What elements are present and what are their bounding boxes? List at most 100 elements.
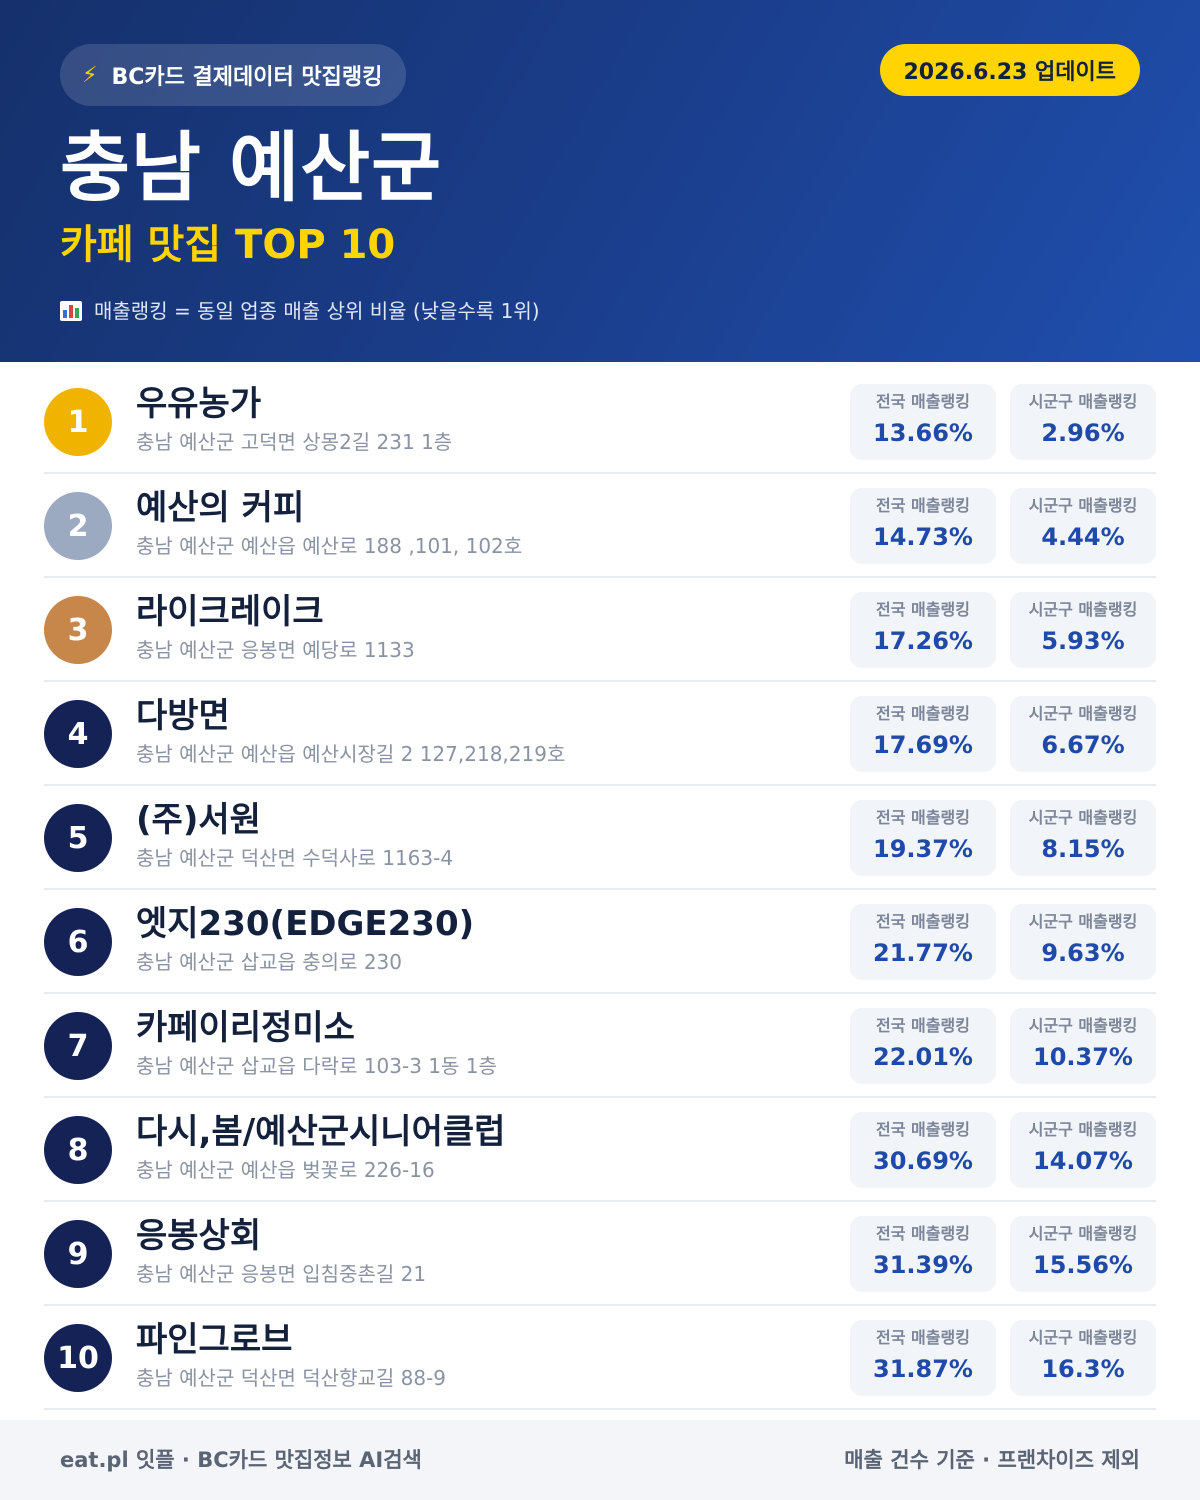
- restaurant-address: 충남 예산군 삽교읍 다락로 103-3 1동 1층: [136, 1054, 497, 1078]
- header-banner: ⚡ BC카드 결제데이터 맛집랭킹 2026.6.23 업데이트 충남 예산군 …: [0, 0, 1200, 362]
- local-rank-card: 시군구 매출랭킹 6.67%: [1010, 696, 1156, 772]
- ranking-legend-text: 매출랭킹 = 동일 업종 매출 상위 비율 (낮을수록 1위): [94, 299, 540, 323]
- national-rank-value: 31.39%: [873, 1251, 973, 1279]
- local-rank-value: 10.37%: [1033, 1043, 1133, 1071]
- national-rank-label: 전국 매출랭킹: [876, 704, 970, 723]
- local-rank-value: 6.67%: [1041, 731, 1125, 759]
- restaurant-row[interactable]: 6 엣지230(EDGE230) 충남 예산군 삽교읍 충의로 230 전국 매출랭킹…: [44, 890, 1156, 994]
- national-rank-card: 전국 매출랭킹 30.69%: [850, 1112, 996, 1188]
- lightning-icon: ⚡: [82, 62, 98, 88]
- restaurant-address: 충남 예산군 예산읍 예산로 188 ,101, 102호: [136, 534, 523, 558]
- local-rank-card: 시군구 매출랭킹 14.07%: [1010, 1112, 1156, 1188]
- national-rank-label: 전국 매출랭킹: [876, 1328, 970, 1347]
- restaurant-address: 충남 예산군 고덕면 상몽2길 231 1층: [136, 430, 453, 454]
- national-rank-label: 전국 매출랭킹: [876, 1120, 970, 1139]
- local-rank-value: 4.44%: [1041, 523, 1125, 551]
- national-rank-card: 전국 매출랭킹 21.77%: [850, 904, 996, 980]
- brand-pill: ⚡ BC카드 결제데이터 맛집랭킹: [60, 44, 407, 106]
- restaurant-name[interactable]: 카페이리정미소: [136, 1008, 355, 1048]
- restaurant-name[interactable]: (주)서원: [136, 800, 261, 840]
- national-rank-card: 전국 매출랭킹 14.73%: [850, 488, 996, 564]
- rank-badge: 5: [44, 804, 112, 872]
- local-rank-card: 시군구 매출랭킹 8.15%: [1010, 800, 1156, 876]
- restaurant-address: 충남 예산군 삽교읍 충의로 230: [136, 950, 403, 974]
- restaurant-address: 충남 예산군 예산읍 벚꽃로 226-16: [136, 1158, 435, 1182]
- update-date-badge: 2026.6.23 업데이트: [879, 44, 1140, 96]
- restaurant-address: 충남 예산군 덕산면 수덕사로 1163-4: [136, 846, 454, 870]
- national-rank-value: 13.66%: [873, 419, 973, 447]
- national-rank-label: 전국 매출랭킹: [876, 912, 970, 931]
- national-rank-card: 전국 매출랭킹 17.69%: [850, 696, 996, 772]
- local-rank-value: 16.3%: [1041, 1355, 1125, 1383]
- footer-source: eat.pl 잇플 · BC카드 맛집정보 AI검색: [60, 1448, 422, 1472]
- bar-chart-icon: [60, 301, 82, 321]
- local-rank-label: 시군구 매출랭킹: [1028, 1328, 1138, 1347]
- restaurant-name[interactable]: 다방면: [136, 696, 230, 736]
- local-rank-label: 시군구 매출랭킹: [1028, 912, 1138, 931]
- restaurant-name[interactable]: 응봉상회: [136, 1216, 262, 1256]
- national-rank-card: 전국 매출랭킹 31.87%: [850, 1320, 996, 1396]
- ranking-legend: 매출랭킹 = 동일 업종 매출 상위 비율 (낮을수록 1위): [60, 294, 540, 328]
- restaurant-name[interactable]: 라이크레이크: [136, 592, 324, 632]
- local-rank-label: 시군구 매출랭킹: [1028, 392, 1138, 411]
- national-rank-value: 17.69%: [873, 731, 973, 759]
- rank-badge: 10: [44, 1324, 112, 1392]
- national-rank-label: 전국 매출랭킹: [876, 808, 970, 827]
- local-rank-card: 시군구 매출랭킹 16.3%: [1010, 1320, 1156, 1396]
- national-rank-card: 전국 매출랭킹 22.01%: [850, 1008, 996, 1084]
- national-rank-value: 21.77%: [873, 939, 973, 967]
- national-rank-label: 전국 매출랭킹: [876, 1224, 970, 1243]
- local-rank-value: 2.96%: [1041, 419, 1125, 447]
- local-rank-value: 15.56%: [1033, 1251, 1133, 1279]
- local-rank-value: 14.07%: [1033, 1147, 1133, 1175]
- restaurant-name[interactable]: 엣지230(EDGE230): [136, 904, 475, 944]
- local-rank-label: 시군구 매출랭킹: [1028, 704, 1138, 723]
- national-rank-card: 전국 매출랭킹 13.66%: [850, 384, 996, 460]
- restaurant-name[interactable]: 우유농가: [136, 384, 262, 424]
- national-rank-label: 전국 매출랭킹: [876, 1016, 970, 1035]
- restaurant-name[interactable]: 파인그로브: [136, 1320, 293, 1360]
- national-rank-value: 14.73%: [873, 523, 973, 551]
- national-rank-value: 30.69%: [873, 1147, 973, 1175]
- rank-badge: 8: [44, 1116, 112, 1184]
- page-subtitle: 카페 맛집 TOP 10: [60, 222, 396, 268]
- ranking-list: 1 우유농가 충남 예산군 고덕면 상몽2길 231 1층 전국 매출랭킹 13.66%…: [44, 370, 1156, 1410]
- rank-badge: 9: [44, 1220, 112, 1288]
- national-rank-card: 전국 매출랭킹 17.26%: [850, 592, 996, 668]
- national-rank-label: 전국 매출랭킹: [876, 496, 970, 515]
- local-rank-value: 8.15%: [1041, 835, 1125, 863]
- local-rank-card: 시군구 매출랭킹 9.63%: [1010, 904, 1156, 980]
- rank-badge: 2: [44, 492, 112, 560]
- local-rank-card: 시군구 매출랭킹 2.96%: [1010, 384, 1156, 460]
- local-rank-label: 시군구 매출랭킹: [1028, 1120, 1138, 1139]
- rank-badge: 7: [44, 1012, 112, 1080]
- rank-badge: 1: [44, 388, 112, 456]
- national-rank-card: 전국 매출랭킹 31.39%: [850, 1216, 996, 1292]
- brand-pill-label: BC카드 결제데이터 맛집랭킹: [111, 65, 383, 90]
- restaurant-row[interactable]: 3 라이크레이크 충남 예산군 응봉면 예당로 1133 전국 매출랭킹 17.26% 시…: [44, 578, 1156, 682]
- local-rank-value: 9.63%: [1041, 939, 1125, 967]
- local-rank-card: 시군구 매출랭킹 5.93%: [1010, 592, 1156, 668]
- national-rank-value: 19.37%: [873, 835, 973, 863]
- national-rank-card: 전국 매출랭킹 19.37%: [850, 800, 996, 876]
- rank-badge: 6: [44, 908, 112, 976]
- local-rank-label: 시군구 매출랭킹: [1028, 808, 1138, 827]
- national-rank-value: 31.87%: [873, 1355, 973, 1383]
- restaurant-address: 충남 예산군 덕산면 덕산향교길 88-9: [136, 1366, 447, 1390]
- restaurant-address: 충남 예산군 응봉면 입침중촌길 21: [136, 1262, 427, 1286]
- national-rank-label: 전국 매출랭킹: [876, 600, 970, 619]
- restaurant-name[interactable]: 예산의 커피: [136, 488, 305, 528]
- rank-badge: 4: [44, 700, 112, 768]
- restaurant-address: 충남 예산군 예산읍 예산시장길 2 127,218,219호: [136, 742, 566, 766]
- restaurant-name[interactable]: 다시,봄/예산군시니어클럽: [136, 1112, 506, 1152]
- footer: eat.pl 잇플 · BC카드 맛집정보 AI검색 매출 건수 기준 · 프랜…: [0, 1420, 1200, 1500]
- local-rank-label: 시군구 매출랭킹: [1028, 1224, 1138, 1243]
